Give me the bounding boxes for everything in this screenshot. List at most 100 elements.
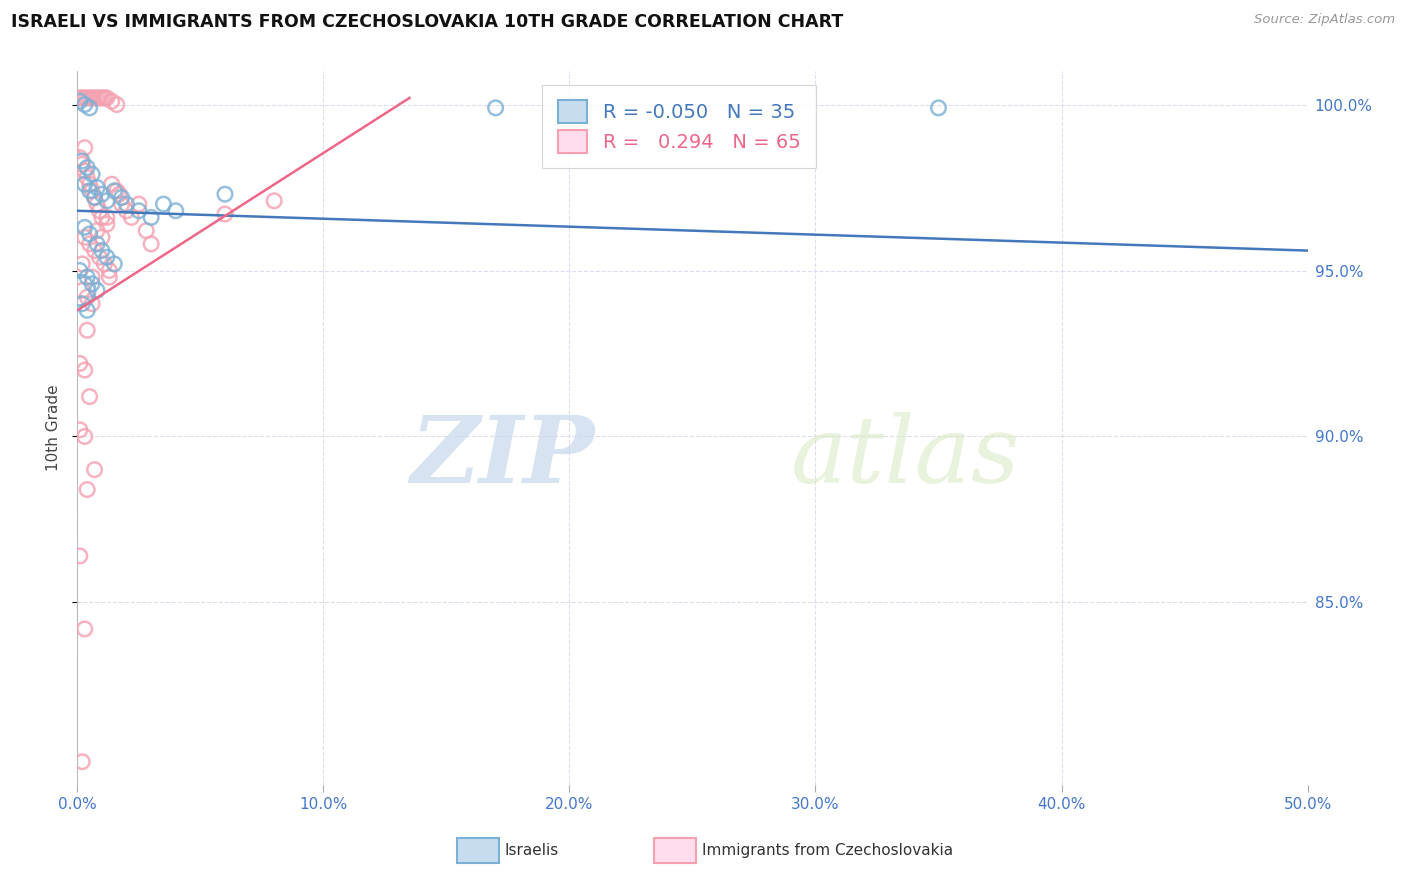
Point [83, 91, 105, 105]
Point [86, 224, 108, 238]
Point [79, 227, 101, 241]
Point [70, 755, 93, 769]
Point [69, 549, 91, 563]
Point [90, 244, 114, 258]
Point [90, 91, 114, 105]
Point [108, 187, 131, 202]
Point [115, 197, 138, 211]
Point [90, 211, 114, 225]
Text: atlas: atlas [792, 412, 1021, 501]
Point [111, 197, 132, 211]
Point [214, 207, 236, 221]
Point [82, 277, 104, 291]
Point [73, 363, 96, 377]
Point [79, 101, 101, 115]
Point [73, 178, 96, 192]
Point [76, 323, 98, 337]
Point [93, 91, 115, 105]
Point [69, 91, 91, 105]
Point [105, 97, 128, 112]
Y-axis label: 10th Grade: 10th Grade [46, 384, 62, 472]
Point [69, 151, 91, 165]
Point [70, 284, 93, 298]
Point [79, 184, 101, 198]
Point [96, 217, 118, 231]
Point [70, 296, 93, 310]
Point [82, 167, 104, 181]
Point [89, 203, 111, 218]
Point [121, 211, 143, 225]
Point [83, 463, 105, 477]
Point [111, 190, 132, 204]
Point [73, 429, 96, 443]
Point [89, 250, 111, 264]
Point [73, 622, 96, 636]
Point [152, 197, 174, 211]
Point [69, 423, 91, 437]
Point [103, 184, 125, 198]
Point [73, 230, 96, 244]
Point [82, 184, 104, 198]
Point [90, 187, 114, 202]
Point [69, 263, 91, 277]
Point [73, 141, 96, 155]
Point [73, 97, 96, 112]
Point [69, 284, 91, 298]
Text: ZIP: ZIP [409, 412, 595, 501]
Point [76, 170, 98, 185]
Text: Immigrants from Czechoslovakia: Immigrants from Czechoslovakia [702, 844, 953, 858]
Point [83, 190, 105, 204]
Point [82, 91, 104, 105]
Point [76, 303, 98, 318]
Point [141, 236, 163, 251]
Point [69, 356, 91, 370]
Point [76, 270, 98, 285]
Point [96, 250, 118, 264]
Text: Israelis: Israelis [505, 844, 560, 858]
Point [79, 91, 101, 105]
Point [83, 244, 105, 258]
Point [89, 91, 111, 105]
Point [70, 91, 93, 105]
Point [485, 101, 508, 115]
Point [86, 197, 108, 211]
Point [79, 390, 101, 404]
Point [70, 257, 93, 271]
Point [103, 257, 125, 271]
Legend: R = -0.050   N = 35, R =   0.294   N = 65: R = -0.050 N = 35, R = 0.294 N = 65 [543, 85, 815, 169]
Point [83, 190, 105, 204]
Point [98, 263, 121, 277]
Point [76, 91, 98, 105]
Point [96, 91, 118, 105]
Point [79, 236, 101, 251]
Point [105, 184, 128, 198]
Point [214, 187, 236, 202]
Point [79, 178, 101, 192]
Point [86, 91, 108, 105]
Point [69, 94, 91, 108]
Point [86, 236, 108, 251]
Point [73, 91, 96, 105]
Point [93, 257, 115, 271]
Point [96, 194, 118, 208]
Text: Source: ZipAtlas.com: Source: ZipAtlas.com [1254, 13, 1395, 27]
Point [82, 270, 104, 285]
Point [96, 211, 118, 225]
Point [128, 197, 150, 211]
Point [90, 230, 114, 244]
Point [86, 284, 108, 298]
Text: ISRAELI VS IMMIGRANTS FROM CZECHOSLOVAKIA 10TH GRADE CORRELATION CHART: ISRAELI VS IMMIGRANTS FROM CZECHOSLOVAKI… [11, 13, 844, 31]
Point [73, 164, 96, 178]
Point [73, 220, 96, 235]
Point [70, 153, 93, 168]
Point [128, 203, 150, 218]
Point [115, 203, 138, 218]
Point [98, 270, 121, 285]
Point [263, 194, 285, 208]
Point [70, 157, 93, 171]
Point [141, 211, 163, 225]
Point [135, 224, 157, 238]
Point [82, 296, 104, 310]
Point [101, 178, 124, 192]
Point [76, 483, 98, 497]
